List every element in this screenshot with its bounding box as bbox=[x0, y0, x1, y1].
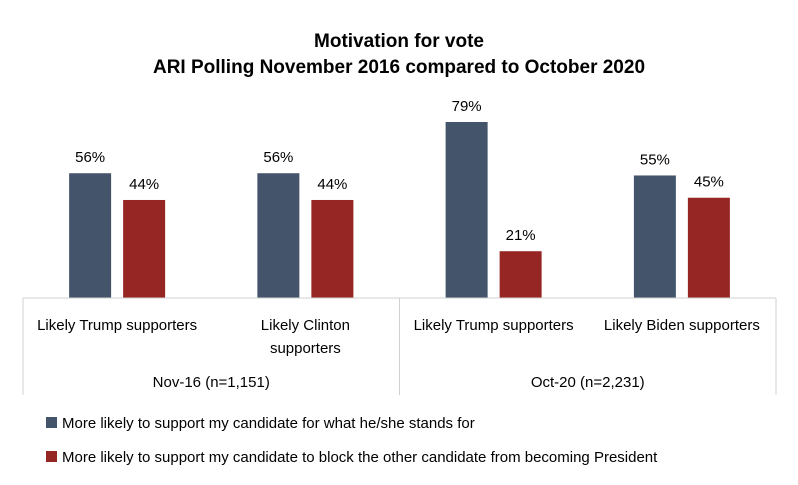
data-label: 44% bbox=[317, 176, 347, 193]
data-label: 56% bbox=[263, 149, 293, 166]
bar-block-other-2 bbox=[499, 251, 542, 298]
data-label: 56% bbox=[75, 149, 105, 166]
data-label: 79% bbox=[452, 98, 482, 115]
category-axis: Likely Trump supporters Likely Clinton sup… bbox=[22, 297, 777, 395]
category-label: Likely Trump supporters bbox=[37, 317, 197, 334]
data-label: 44% bbox=[129, 176, 159, 193]
category-label: Likely Biden supporters bbox=[604, 317, 760, 334]
group-label: Nov-16 (n=1,151) bbox=[153, 374, 270, 391]
category-label: Likely Clinton bbox=[261, 317, 350, 334]
bar-stands-for-3 bbox=[633, 175, 676, 298]
bar-block-other-0 bbox=[123, 199, 166, 298]
bar-stands-for-0 bbox=[69, 173, 112, 298]
chart-subtitle: ARI Polling November 2016 compared to Oc… bbox=[153, 57, 645, 78]
bar-stands-for-1 bbox=[257, 173, 300, 298]
chart-title: Motivation for vote bbox=[314, 31, 484, 52]
bar-block-other-1 bbox=[311, 199, 354, 298]
bars-layer: 56% 44% 56% 44% 79% 21% 55% 45% bbox=[69, 98, 730, 298]
data-label: 45% bbox=[694, 174, 724, 191]
legend-label: More likely to support my candidate to b… bbox=[62, 449, 658, 466]
bar-stands-for-2 bbox=[445, 122, 488, 298]
category-label: Likely Trump supporters bbox=[414, 317, 574, 334]
legend-label: More likely to support my candidate for … bbox=[62, 415, 475, 432]
legend: More likely to support my candidate for … bbox=[46, 415, 658, 466]
data-label: 21% bbox=[506, 227, 536, 244]
legend-swatch bbox=[46, 451, 57, 462]
data-label: 55% bbox=[640, 151, 670, 168]
group-label: Oct-20 (n=2,231) bbox=[531, 374, 645, 391]
category-label: supporters bbox=[270, 340, 341, 357]
bar-block-other-3 bbox=[687, 197, 730, 298]
legend-swatch bbox=[46, 417, 57, 428]
